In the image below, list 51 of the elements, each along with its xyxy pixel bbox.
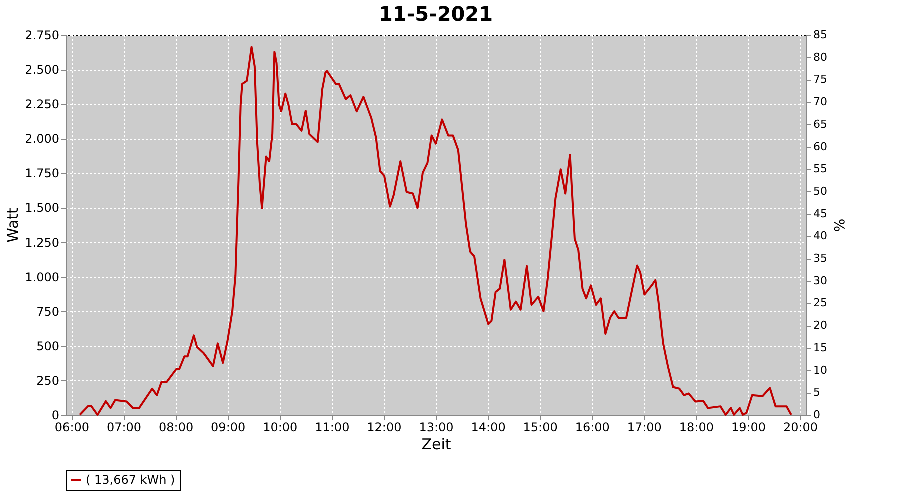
x-tick-label: 18:00	[679, 420, 714, 434]
x-tick-label: 17:00	[627, 420, 662, 434]
chart-title: 11-5-2021	[378, 2, 494, 26]
y-tick-label: 0	[52, 408, 60, 422]
x-tick-label: 11:00	[315, 420, 350, 434]
y2-tick-label: 45	[814, 207, 828, 220]
y-tick-label: 1.750	[25, 166, 60, 181]
y2-tick-label: 25	[814, 296, 828, 310]
x-tick-label: 16:00	[575, 420, 610, 434]
y-tick-label: 500	[36, 339, 60, 354]
x-tick-label: 20:00	[783, 420, 818, 434]
y-tick-label: 1.500	[25, 201, 60, 216]
y2-tick-label: 70	[814, 96, 828, 109]
y2-tick-label: 85	[814, 28, 828, 42]
y2-tick-label: 5	[814, 386, 820, 400]
y-tick-label: 250	[36, 374, 60, 388]
x-tick-label: 06:00	[54, 420, 90, 434]
y-tick-label: 2.000	[25, 132, 60, 146]
x-tick-label: 12:00	[367, 420, 402, 434]
y2-tick-label: 40	[814, 230, 828, 243]
y2-tick-label: 0	[814, 408, 820, 422]
y2-tick-label: 60	[814, 140, 828, 154]
y-tick-label: 2.500	[25, 63, 60, 78]
y2-tick-label: 50	[814, 184, 828, 198]
y2-tick-label: 75	[814, 73, 828, 86]
y2-tick-label: 80	[814, 50, 828, 64]
y-axis-title: Watt	[4, 208, 22, 243]
y2-tick-label: 35	[814, 252, 828, 266]
x-tick-label: 14:00	[471, 420, 506, 434]
x-tick-label: 19:00	[731, 420, 766, 434]
x-tick-label: 10:00	[263, 420, 298, 434]
y2-tick-label: 15	[814, 341, 828, 354]
y2-tick-label: 10	[814, 364, 828, 377]
line-series	[79, 46, 792, 416]
x-tick-label: 15:00	[523, 420, 558, 434]
x-tick-label: 07:00	[106, 420, 142, 434]
x-tick-label: 13:00	[419, 420, 454, 434]
y-tick-label: 1.250	[25, 236, 60, 250]
x-tick-label: 09:00	[211, 420, 246, 434]
y-tick-label: 750	[36, 304, 60, 319]
y-tick-label: 2.750	[25, 28, 60, 42]
y2-tick-label: 20	[814, 319, 828, 332]
x-tick-label: 08:00	[159, 420, 194, 434]
y2-axis-title: %	[830, 218, 846, 232]
legend-label: ( 13,667 kWh )	[86, 473, 176, 487]
y-tick-label: 1.000	[25, 270, 60, 284]
y-tick-label: 2.250	[25, 98, 60, 112]
y2-tick-label: 65	[814, 118, 828, 131]
x-axis-title: Zeit	[422, 436, 452, 454]
y2-tick-label: 55	[814, 162, 828, 176]
y2-tick-label: 30	[814, 274, 828, 288]
